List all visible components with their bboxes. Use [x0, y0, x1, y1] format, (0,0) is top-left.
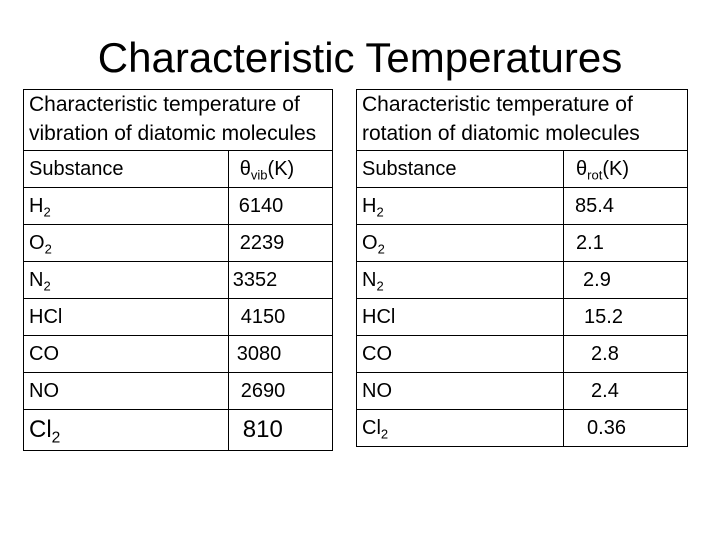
table-row: NO 2.4	[355, 372, 688, 410]
table-row: NO 2690	[23, 372, 334, 410]
value-cell: 3352	[227, 261, 334, 299]
theta-symbol: θ	[239, 158, 251, 180]
substance-cell: O2	[23, 224, 229, 262]
rotation-header-row: Substance θrot(K)	[355, 150, 688, 188]
value-cell: 2.1	[563, 224, 688, 262]
substance-cell: N2	[355, 261, 565, 299]
table-row: CO 3080	[23, 335, 334, 373]
substance-cell: H2	[355, 187, 565, 225]
substance-cell: CO	[355, 335, 565, 373]
value-cell: 2239	[227, 224, 334, 262]
substance-cell: O2	[355, 224, 565, 262]
vibration-col-value: θvib(K)	[227, 150, 334, 188]
value-cell: 0.36	[563, 409, 688, 447]
table-row: CO 2.8	[355, 335, 688, 373]
substance-cell: Cl2	[355, 409, 565, 447]
theta-symbol: θ	[576, 158, 588, 180]
value-cell: 85.4	[563, 187, 688, 225]
value-cell: 4150	[227, 298, 334, 336]
vibration-table: Characteristic temperature of vibration …	[23, 89, 334, 451]
table-row: Cl2 810	[23, 409, 334, 451]
substance-cell: NO	[23, 372, 229, 410]
table-row: HCl 15.2	[355, 298, 688, 336]
substance-cell: NO	[355, 372, 565, 410]
unit-label: (K)	[267, 158, 295, 180]
rotation-col-value: θrot(K)	[563, 150, 688, 188]
theta-subscript: rot	[587, 167, 603, 183]
substance-cell: HCl	[355, 298, 565, 336]
value-cell: 810	[227, 409, 334, 451]
table-row: HCl 4150	[23, 298, 334, 336]
rotation-col-substance: Substance	[355, 150, 565, 188]
value-cell: 2.9	[563, 261, 688, 299]
substance-cell: Cl2	[23, 409, 229, 451]
table-row: O2 2.1	[355, 224, 688, 262]
value-cell: 2690	[227, 372, 334, 410]
rotation-table: Characteristic temperature of rotation o…	[355, 89, 688, 447]
table-row: H2 85.4	[355, 187, 688, 225]
table-row: Cl2 0.36	[355, 409, 688, 447]
substance-cell: HCl	[23, 298, 229, 336]
substance-cell: N2	[23, 261, 229, 299]
table-row: N2 3352	[23, 261, 334, 299]
value-cell: 2.4	[563, 372, 688, 410]
table-row: O2 2239	[23, 224, 334, 262]
slide-title: Characteristic Temperatures	[97, 34, 623, 81]
vibration-table-heading: Characteristic temperature of vibration …	[23, 89, 333, 151]
rotation-table-heading: Characteristic temperature of rotation o…	[356, 89, 688, 151]
value-cell: 6140	[227, 187, 334, 225]
vibration-col-substance: Substance	[23, 150, 229, 188]
value-cell: 3080	[227, 335, 334, 373]
table-row: H2 6140	[23, 187, 334, 225]
substance-cell: CO	[23, 335, 229, 373]
table-row: N2 2.9	[355, 261, 688, 299]
value-cell: 15.2	[563, 298, 688, 336]
value-cell: 2.8	[563, 335, 688, 373]
theta-subscript: vib	[250, 167, 268, 183]
vibration-header-row: Substance θvib(K)	[23, 150, 334, 188]
unit-label: (K)	[602, 158, 630, 180]
substance-cell: H2	[23, 187, 229, 225]
